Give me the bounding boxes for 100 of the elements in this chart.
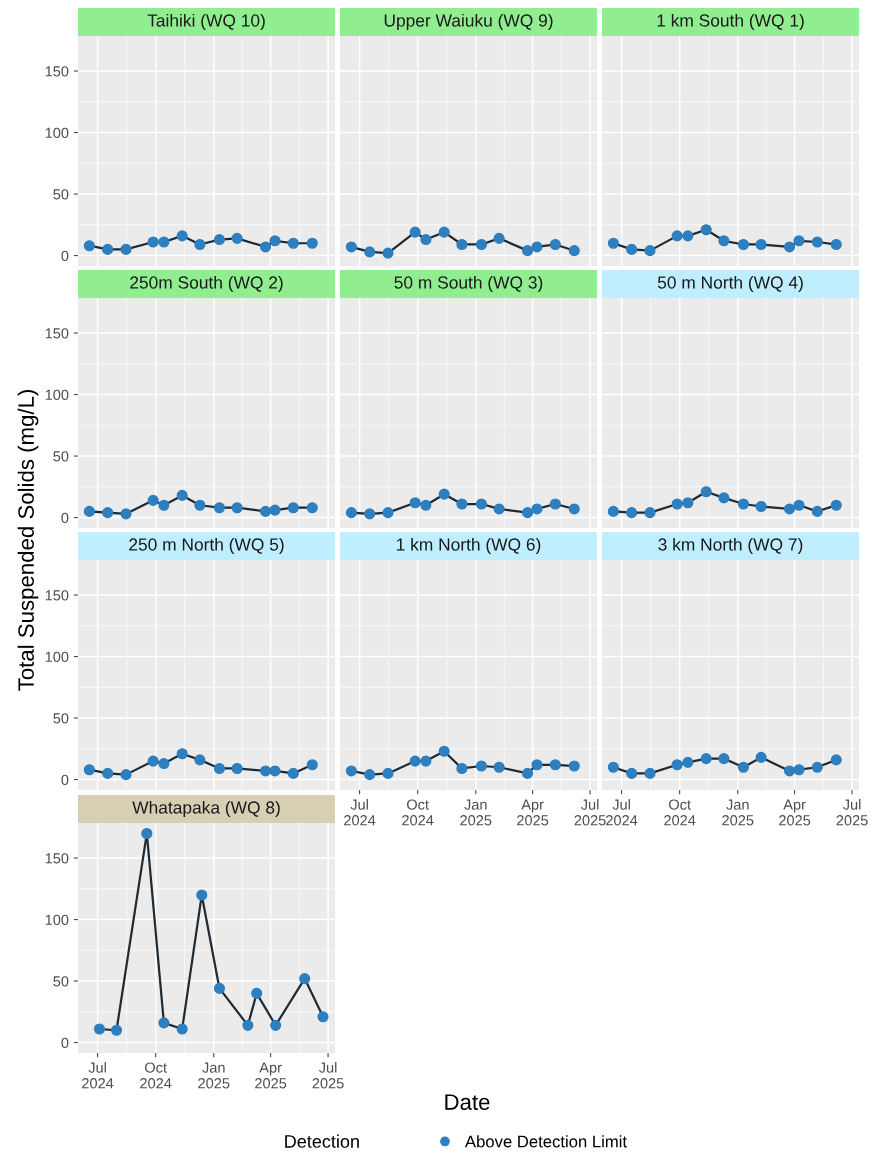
point [259,765,272,777]
point [158,236,170,248]
x-tick-label: Jul 2025 [574,799,606,826]
point [409,226,421,238]
point [830,238,842,251]
point [176,230,188,242]
point [382,507,394,519]
x-tick-label: Apr 2025 [779,799,811,826]
legend-label: Above Detection Limit [464,1135,627,1148]
point [409,755,421,767]
chart-title: 250m South (WQ 2) [130,275,283,293]
y-tick-label: 0 [61,1037,69,1048]
point [269,235,281,247]
point [737,238,750,251]
point [682,230,694,242]
point [682,497,694,509]
point [755,751,767,763]
point [531,759,543,771]
x-tick-label: Jul 2024 [606,799,638,826]
point [549,498,561,510]
point [213,982,226,994]
point [420,755,432,767]
legend-title: Detection [285,1134,359,1148]
point [306,759,318,771]
chart-title: 250 m North (WQ 5) [129,537,284,555]
point [493,232,505,244]
point [737,761,750,773]
chart-title: 1 km South (WQ 1) [657,13,804,31]
x-tick-label: Jan 2025 [198,1062,230,1089]
point [521,507,534,519]
point [456,498,468,510]
point [700,753,712,765]
point [475,498,488,510]
point [644,245,656,257]
point [718,753,730,765]
point [287,767,299,779]
point [607,761,619,773]
point [259,241,272,253]
point [793,499,805,511]
point [671,498,683,510]
point [231,762,243,775]
chart-title: Taihiki (WQ 10) [147,13,265,31]
point [568,760,580,772]
point [147,236,159,248]
x-tick-label: Oct 2024 [664,799,696,826]
y-tick-label: 50 [53,713,69,724]
x-tick-label: Oct 2024 [140,1062,172,1089]
point [475,238,488,251]
point [671,759,683,771]
y-tick-label: 150 [45,590,69,601]
point [269,765,281,777]
point [176,748,188,760]
y-tick-label: 0 [61,512,69,523]
point [549,759,561,771]
y-tick-label: 0 [61,250,69,261]
point [438,745,450,757]
point [102,767,114,779]
point [438,226,450,238]
point [242,1019,254,1031]
point [456,238,468,251]
y-tick-label: 50 [53,976,69,987]
point [521,767,534,779]
x-tick-label: Jan 2025 [722,799,754,826]
point [493,761,505,773]
y-tick-label: 100 [45,127,69,138]
y-tick-label: 0 [61,774,69,785]
point [549,238,561,251]
point [811,505,823,517]
point [420,233,432,246]
x-tick-label: Jan 2025 [460,799,492,826]
chart-title: 3 km North (WQ 7) [658,537,803,555]
y-tick-label: 150 [45,66,69,77]
point [718,492,730,504]
chart-title: Upper Waiuku (WQ 9) [384,13,553,31]
y-tick-label: 150 [45,853,69,864]
point [270,1019,282,1031]
point [213,762,226,775]
point [438,488,450,500]
point [475,760,488,772]
point [306,237,318,249]
point [194,754,206,766]
point [793,235,805,247]
point [420,499,432,511]
y-tick-label: 50 [53,189,69,200]
point [364,769,376,781]
point [700,224,712,236]
x-tick-label: Jul 2024 [82,1062,114,1089]
point [783,241,796,253]
point [120,243,132,255]
point [493,503,505,515]
chart-title: Whatapaka (WQ 8) [132,800,280,818]
chart-title: 50 m North (WQ 4) [657,275,803,293]
chart-title: 50 m South (WQ 3) [394,275,543,293]
point [158,1017,170,1029]
point [158,757,170,770]
x-tick-label: Oct 2024 [402,799,434,826]
point [364,246,376,258]
point [364,508,376,520]
x-tick-label: Jul 2025 [836,799,868,826]
point [755,500,767,513]
